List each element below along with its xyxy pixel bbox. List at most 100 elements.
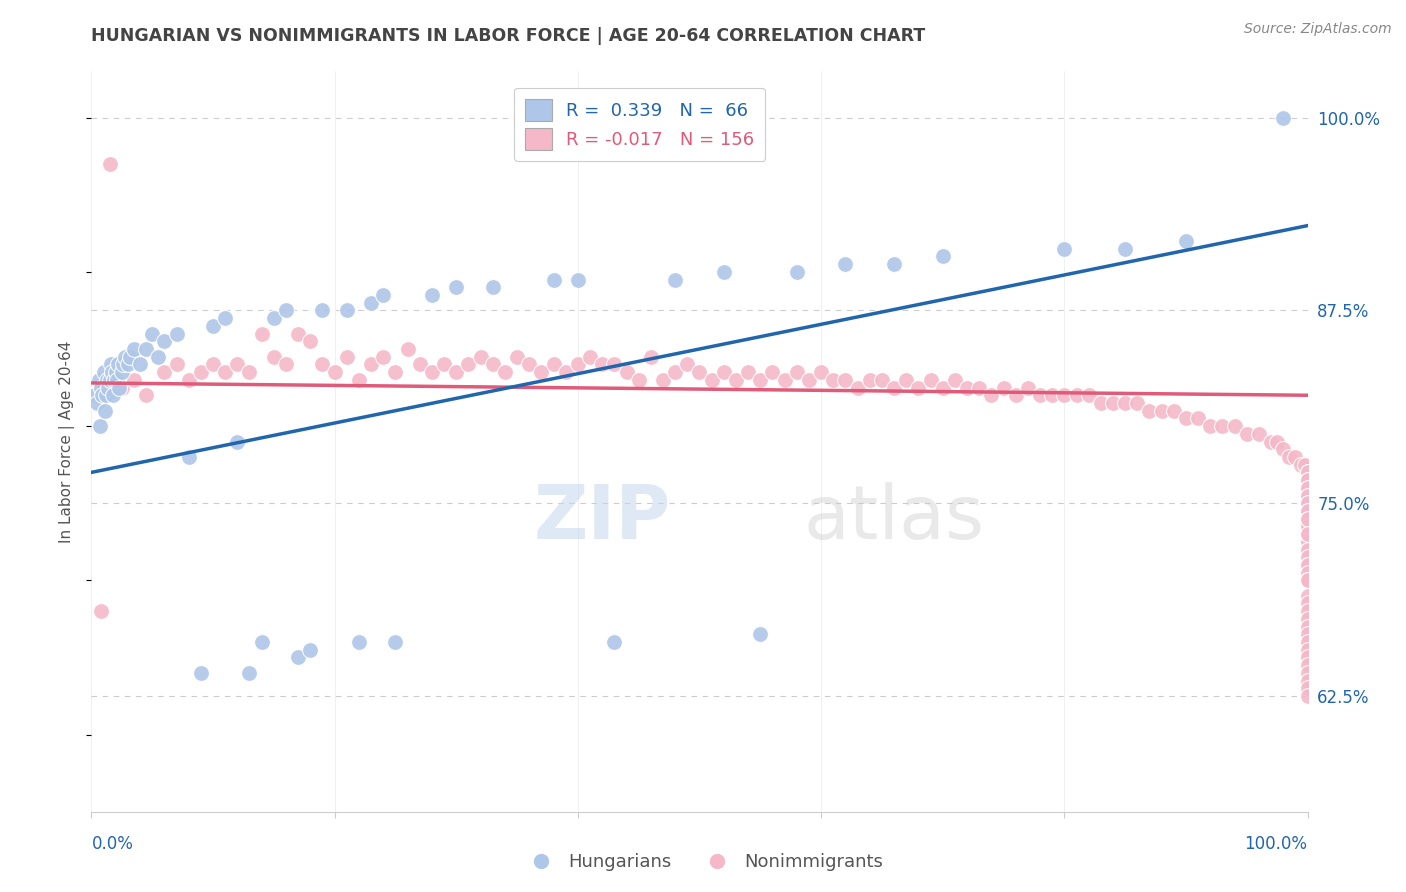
Point (111, 380, 134, 394)
Point (688, 365, 710, 379)
Point (506, 350, 529, 364)
Point (883, 257, 905, 271)
Point (920, 373, 942, 387)
Point (274, 358, 297, 372)
Point (1175, 411, 1198, 425)
Legend: R =  0.339   N =  66, R = -0.017   N = 156: R = 0.339 N = 66, R = -0.017 N = 156 (515, 87, 765, 161)
Point (1296, 689, 1319, 703)
Point (1294, 458, 1316, 472)
Point (1296, 589, 1319, 603)
Point (1296, 511, 1319, 525)
Point (120, 350, 142, 364)
Point (153, 365, 176, 379)
Point (1296, 511, 1319, 525)
Point (1296, 466, 1319, 480)
Point (90, 380, 112, 394)
Point (797, 373, 820, 387)
Point (166, 326, 188, 341)
Legend: Hungarians, Nonimmigrants: Hungarians, Nonimmigrants (516, 847, 890, 879)
Point (517, 358, 540, 372)
Point (103, 373, 125, 387)
Point (1296, 466, 1319, 480)
Point (713, 265, 735, 279)
Point (360, 358, 382, 372)
Point (1296, 489, 1319, 503)
Point (543, 272, 565, 286)
Point (1296, 527, 1319, 541)
Point (1296, 542, 1319, 557)
Point (713, 365, 735, 379)
Point (1296, 534, 1319, 549)
Point (1296, 504, 1319, 518)
Point (1278, 450, 1301, 464)
Point (107, 358, 129, 372)
Point (1090, 396, 1112, 410)
Point (101, 365, 124, 379)
Point (373, 350, 395, 364)
Point (87, 373, 110, 387)
Text: Source: ZipAtlas.com: Source: ZipAtlas.com (1244, 22, 1392, 37)
Point (846, 380, 869, 394)
Point (190, 665, 212, 680)
Point (336, 350, 359, 364)
Point (299, 642, 322, 657)
Point (108, 380, 131, 394)
Point (1211, 419, 1233, 434)
Point (238, 665, 260, 680)
Point (1053, 388, 1076, 402)
Point (323, 365, 346, 379)
Point (105, 373, 128, 387)
Point (786, 365, 808, 379)
Point (603, 358, 626, 372)
Point (84, 388, 107, 402)
Point (1296, 496, 1319, 510)
Point (287, 326, 309, 341)
Point (1199, 419, 1222, 434)
Point (1272, 111, 1295, 125)
Text: ZIP: ZIP (533, 483, 671, 555)
Point (1004, 388, 1026, 402)
Point (104, 365, 127, 379)
Point (1296, 612, 1319, 626)
Point (396, 342, 419, 356)
Point (122, 342, 145, 356)
Point (190, 365, 212, 379)
Point (347, 635, 370, 649)
Point (1284, 450, 1306, 464)
Text: HUNGARIAN VS NONIMMIGRANTS IN LABOR FORCE | AGE 20-64 CORRELATION CHART: HUNGARIAN VS NONIMMIGRANTS IN LABOR FORC… (91, 27, 925, 45)
Point (1296, 496, 1319, 510)
Point (420, 365, 443, 379)
Point (98, 157, 121, 171)
Point (153, 334, 176, 349)
Point (360, 295, 382, 310)
Point (481, 358, 503, 372)
Point (554, 365, 576, 379)
Point (409, 358, 432, 372)
Point (1296, 511, 1319, 525)
Point (1291, 458, 1313, 472)
Point (1296, 519, 1319, 533)
Point (786, 265, 808, 279)
Point (1114, 396, 1136, 410)
Point (1163, 403, 1185, 417)
Point (737, 365, 759, 379)
Point (226, 358, 249, 372)
Point (603, 635, 626, 649)
Point (567, 272, 589, 286)
Point (97, 380, 120, 394)
Point (135, 342, 157, 356)
Point (1296, 527, 1319, 541)
Point (114, 350, 136, 364)
Point (1150, 403, 1173, 417)
Point (1139, 403, 1161, 417)
Point (1296, 566, 1319, 580)
Point (1296, 597, 1319, 611)
Point (457, 358, 479, 372)
Point (86, 396, 108, 410)
Point (664, 272, 686, 286)
Point (931, 250, 953, 264)
Point (373, 288, 395, 302)
Point (1053, 242, 1076, 256)
Text: 100.0%: 100.0% (1244, 835, 1308, 853)
Point (664, 365, 686, 379)
